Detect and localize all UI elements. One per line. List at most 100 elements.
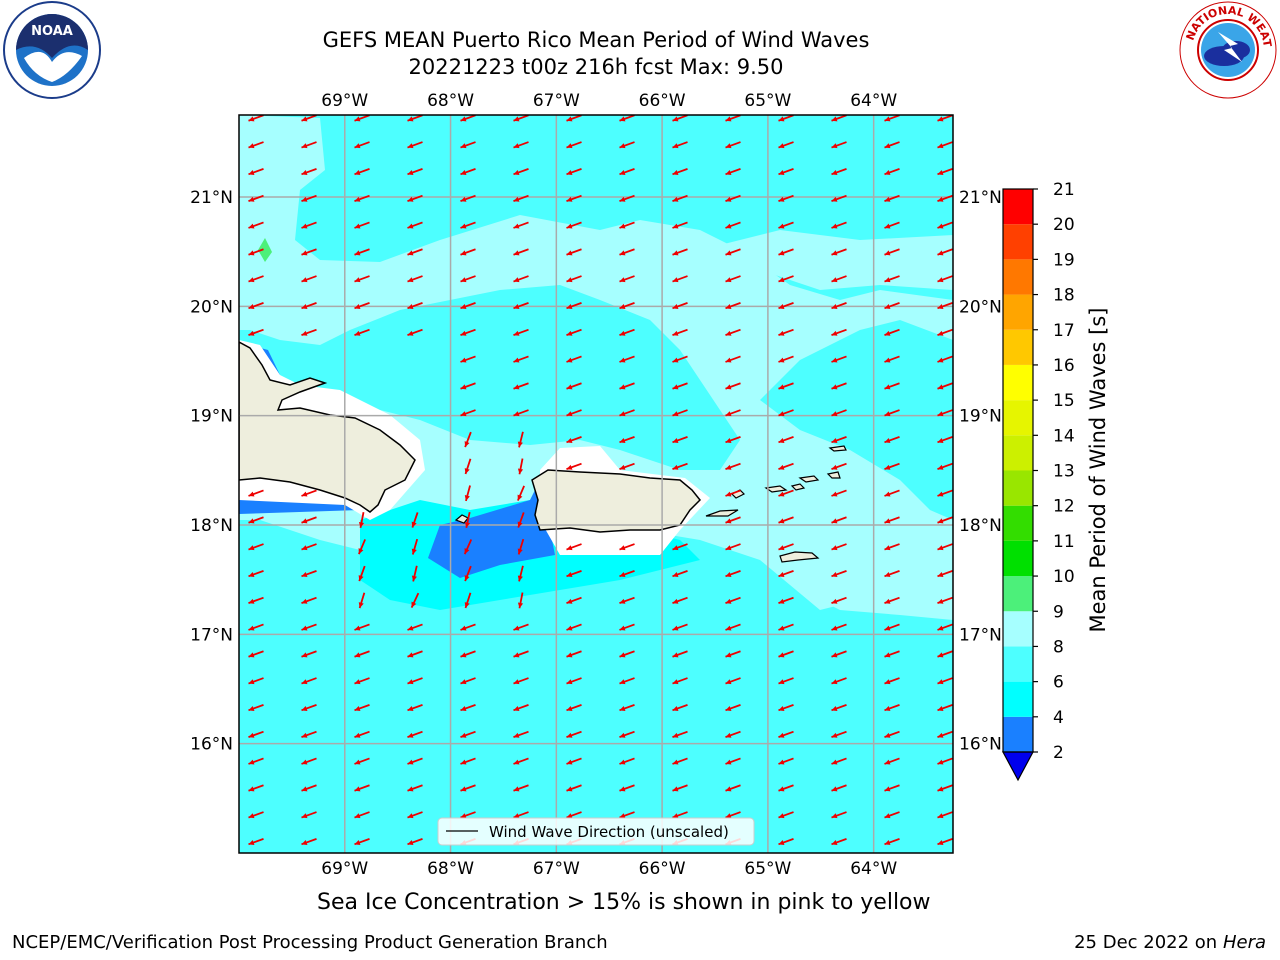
wind-wave-arrow	[937, 302, 953, 310]
wind-wave-arrow	[354, 650, 370, 658]
colorbar-segment	[1003, 716, 1033, 752]
wind-wave-arrow	[566, 543, 582, 551]
wind-wave-arrow	[725, 115, 741, 122]
wind-wave-arrow	[672, 704, 688, 712]
wind-wave-arrow	[831, 757, 847, 765]
wind-wave-arrow	[566, 784, 582, 792]
wind-wave-arrow	[248, 784, 264, 792]
wind-wave-arrow	[566, 704, 582, 712]
wind-wave-arrow	[831, 194, 847, 202]
wind-wave-arrow	[778, 704, 794, 712]
wind-wave-arrow	[301, 516, 317, 524]
wind-wave-arrow	[513, 141, 529, 149]
colorbar-tick-label: 8	[1053, 637, 1064, 657]
wind-wave-arrow	[725, 302, 741, 310]
footer-date-text: 25 Dec 2022 on	[1074, 932, 1218, 953]
wind-wave-arrow	[460, 784, 476, 792]
nws-logo-icon: NATIONAL WEATHER SERVICE	[1178, 0, 1277, 99]
wind-wave-arrow	[831, 543, 847, 551]
wind-wave-arrow	[831, 115, 847, 122]
lat-tick-label: 19°N	[959, 407, 1002, 427]
wind-wave-arrow	[301, 650, 317, 658]
wind-wave-arrow	[566, 462, 582, 470]
colorbar-tick-label: 21	[1053, 180, 1075, 200]
wind-wave-arrow	[672, 811, 688, 819]
wind-wave-arrow	[513, 677, 529, 685]
colorbar-extend-triangle	[1001, 751, 1035, 782]
wind-wave-arrow	[619, 596, 635, 604]
wind-wave-arrow	[354, 302, 370, 310]
wind-wave-arrow	[619, 141, 635, 149]
wind-wave-arrow	[619, 248, 635, 256]
wind-wave-arrow	[725, 516, 741, 524]
wind-wave-arrow	[354, 677, 370, 685]
wind-wave-arrow	[778, 462, 794, 470]
wind-wave-arrow	[407, 757, 423, 765]
lon-tick-label: 64°W	[850, 859, 897, 879]
wind-wave-arrow	[672, 409, 688, 417]
wind-wave-arrow	[672, 141, 688, 149]
wind-wave-arrow	[407, 275, 423, 283]
wind-wave-arrow	[301, 115, 317, 122]
wind-wave-arrow	[407, 838, 423, 846]
wind-wave-arrow	[301, 570, 317, 578]
wind-wave-arrow	[460, 704, 476, 712]
wind-wave-arrow	[464, 565, 472, 582]
wind-wave-arrow	[884, 811, 900, 819]
wind-wave-arrow	[884, 489, 900, 497]
wind-wave-arrow	[937, 489, 953, 497]
wind-wave-arrow	[725, 409, 741, 417]
wind-wave-arrow	[937, 784, 953, 792]
wind-wave-arrow	[248, 811, 264, 819]
wind-wave-arrow	[460, 275, 476, 283]
wind-wave-arrow	[463, 539, 473, 555]
wind-wave-arrow	[513, 650, 529, 658]
wind-wave-arrow	[566, 757, 582, 765]
wind-wave-arrow	[513, 302, 529, 310]
colorbar-segment	[1003, 329, 1033, 365]
legend-label: Wind Wave Direction (unscaled)	[489, 823, 729, 841]
wind-wave-arrow	[566, 409, 582, 417]
wind-wave-arrow	[464, 458, 472, 475]
wind-wave-arrow	[354, 248, 370, 256]
wind-wave-arrow	[460, 248, 476, 256]
wind-wave-arrow	[513, 409, 529, 417]
wind-wave-arrow	[778, 838, 794, 846]
wind-wave-arrow	[248, 650, 264, 658]
wind-wave-arrow	[884, 168, 900, 176]
wind-wave-arrow	[619, 623, 635, 631]
wind-wave-arrow	[248, 328, 264, 336]
land-puerto-rico	[531, 469, 702, 533]
wind-wave-arrow	[884, 650, 900, 658]
wind-wave-arrow	[566, 623, 582, 631]
wind-wave-arrow	[884, 141, 900, 149]
wind-wave-arrow	[937, 409, 953, 417]
wind-wave-arrow	[513, 248, 529, 256]
wind-wave-arrow	[725, 221, 741, 229]
footer-date: 25 Dec 2022 on Hera	[1074, 932, 1266, 953]
colorbar-segment	[1003, 611, 1033, 647]
wind-wave-arrow	[460, 730, 476, 738]
colorbar-segment	[1003, 681, 1033, 717]
wind-wave-arrow	[354, 784, 370, 792]
wind-wave-arrow	[778, 141, 794, 149]
wind-wave-arrow	[354, 194, 370, 202]
wind-wave-arrow	[407, 704, 423, 712]
lon-tick-label: 65°W	[744, 91, 791, 111]
wind-wave-arrow	[884, 275, 900, 283]
wind-wave-arrow	[725, 757, 741, 765]
wind-wave-arrow	[672, 677, 688, 685]
wind-wave-arrow	[513, 355, 529, 363]
wind-wave-arrow	[301, 784, 317, 792]
wind-wave-arrow	[672, 623, 688, 631]
lon-tick-label: 67°W	[533, 91, 580, 111]
wind-wave-arrow	[778, 436, 794, 444]
wind-wave-arrow	[354, 221, 370, 229]
wind-wave-arrow	[517, 485, 525, 501]
wind-wave-arrow	[301, 168, 317, 176]
lat-tick-label: 17°N	[959, 625, 1002, 645]
wind-wave-arrow	[464, 511, 471, 529]
wind-wave-arrow	[619, 328, 635, 336]
colorbar-segment	[1003, 400, 1033, 436]
